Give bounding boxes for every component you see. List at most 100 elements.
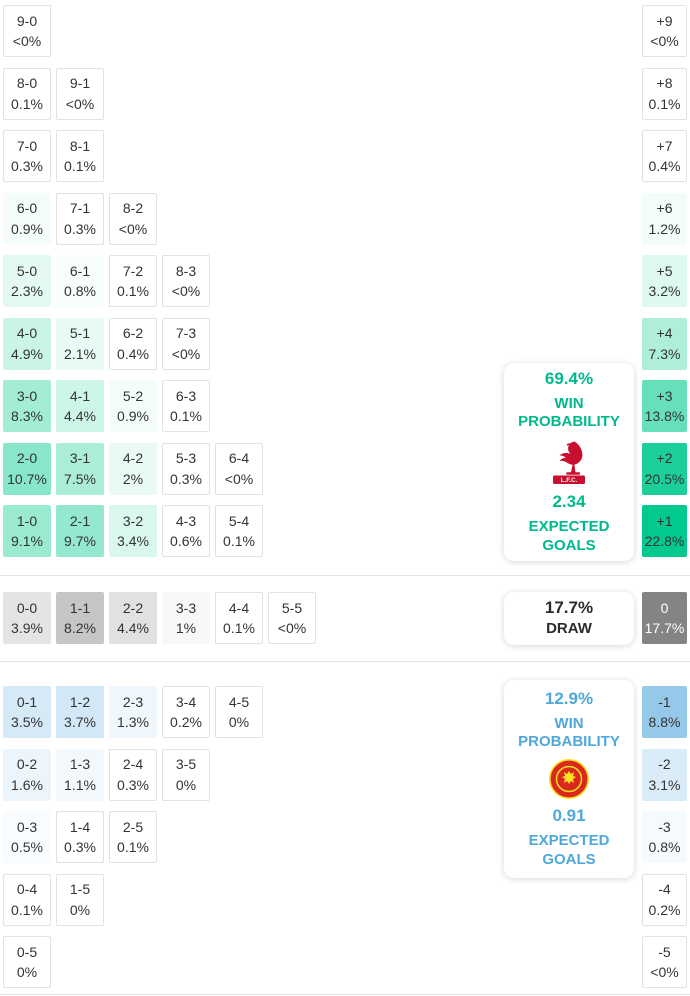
goal-diff-label: -2 bbox=[658, 756, 671, 773]
score-cell: 7-1 0.3% bbox=[56, 192, 104, 245]
score-label: 7-3 bbox=[175, 325, 197, 342]
score-label: 5-2 bbox=[122, 387, 144, 404]
probability-label: <0% bbox=[12, 33, 42, 49]
score-cell: 1-1 8.2% bbox=[56, 592, 104, 644]
score-cell: 4-1 4.4% bbox=[56, 380, 104, 432]
score-cell: 5-3 0.3% bbox=[162, 442, 210, 495]
probability-label: 0.1% bbox=[223, 533, 255, 549]
score-label: 4-1 bbox=[69, 387, 91, 404]
score-cell: 1-2 3.7% bbox=[56, 686, 104, 738]
probability-label: 0.1% bbox=[223, 620, 255, 636]
score-cell: 0-1 3.5% bbox=[3, 686, 51, 738]
probability-label: 4.9% bbox=[11, 345, 43, 362]
score-label: 5-1 bbox=[69, 325, 91, 342]
score-label: 1-2 bbox=[69, 693, 91, 710]
draw-summary-card: 17.7% DRAW bbox=[504, 592, 634, 645]
score-cell: 3-3 1% bbox=[162, 592, 210, 644]
probability-label: 8.8% bbox=[648, 714, 681, 730]
section-divider bbox=[0, 994, 690, 995]
score-label: 7-0 bbox=[16, 137, 38, 154]
score-cell: 8-2 <0% bbox=[109, 192, 157, 245]
probability-label: 0.6% bbox=[170, 533, 202, 549]
score-cell: 2-2 4.4% bbox=[109, 592, 157, 644]
score-label: 5-4 bbox=[228, 512, 250, 529]
score-label: 5-3 bbox=[175, 450, 197, 467]
goal-diff-label: +3 bbox=[656, 387, 673, 404]
score-cell: 3-2 3.4% bbox=[109, 505, 157, 557]
probability-label: 0.1% bbox=[64, 158, 96, 174]
probability-label: 3.2% bbox=[648, 283, 681, 299]
home-win-summary-card: 69.4% WIN PROBABILITY L.F.C. 2.34 EXPECT… bbox=[504, 363, 634, 561]
probability-label: <0% bbox=[65, 95, 95, 112]
goal-diff-label: 0 bbox=[660, 599, 669, 616]
score-label: 0-2 bbox=[16, 756, 38, 773]
score-cell: 3-1 7.5% bbox=[56, 442, 104, 495]
goal-diff-label: +9 bbox=[656, 12, 673, 29]
score-label: 7-1 bbox=[69, 200, 91, 217]
probability-label: <0% bbox=[171, 345, 201, 362]
goal-diff-label: +2 bbox=[656, 450, 673, 467]
probability-label: 2.1% bbox=[64, 345, 96, 362]
away-win-probability-value: 12.9% bbox=[544, 688, 594, 708]
score-label: 8-2 bbox=[122, 200, 144, 217]
goal-diff-cell: 0 17.7% bbox=[642, 592, 687, 644]
score-cell: 2-0 10.7% bbox=[3, 442, 51, 495]
probability-label: 1.1% bbox=[64, 776, 96, 793]
away-goal-diff-column: -1 8.8% -2 3.1% -3 0.8% -4 0.2% -5 <0% bbox=[642, 686, 687, 988]
score-label: 3-0 bbox=[16, 387, 38, 404]
probability-label: 7.3% bbox=[648, 345, 681, 362]
score-cell: 7-2 0.1% bbox=[109, 255, 157, 307]
probability-label: 9.7% bbox=[64, 533, 96, 549]
goal-diff-cell: +4 7.3% bbox=[642, 317, 687, 370]
crest-lfc-text: L.F.C. bbox=[561, 477, 578, 484]
score-cell: 9-0 <0% bbox=[3, 5, 51, 57]
score-cell: 5-2 0.9% bbox=[109, 380, 157, 432]
away-score-row: 0-3 0.5% 1-4 0.3% 2-5 0.1% bbox=[3, 811, 263, 863]
probability-label: <0% bbox=[118, 220, 148, 237]
goal-diff-label: +1 bbox=[656, 512, 673, 529]
probability-label: 0.9% bbox=[117, 408, 149, 424]
probability-label: 22.8% bbox=[644, 533, 685, 549]
probability-label: 0.9% bbox=[11, 220, 43, 237]
section-divider bbox=[0, 575, 690, 576]
score-label: 9-1 bbox=[69, 75, 91, 92]
score-label: 1-4 bbox=[69, 818, 91, 835]
score-cell: 2-4 0.3% bbox=[109, 748, 157, 801]
home-score-row: 8-0 0.1% 9-1 <0% bbox=[3, 67, 263, 120]
liverpool-crest-icon: L.F.C. bbox=[548, 438, 590, 486]
probability-label: 9.1% bbox=[11, 533, 43, 549]
goal-diff-label: +5 bbox=[656, 262, 673, 279]
score-cell: 1-4 0.3% bbox=[56, 811, 104, 863]
score-label: 5-0 bbox=[16, 262, 38, 279]
goal-diff-cell: +7 0.4% bbox=[642, 130, 687, 182]
home-score-row: 6-0 0.9% 7-1 0.3% 8-2 <0% bbox=[3, 192, 263, 245]
score-label: 4-0 bbox=[16, 325, 38, 342]
score-label: 6-4 bbox=[228, 450, 250, 467]
score-cell: 2-5 0.1% bbox=[109, 811, 157, 863]
score-label: 3-4 bbox=[175, 693, 197, 710]
away-score-row: 0-1 3.5% 1-2 3.7% 2-3 1.3% 3-4 0.2% 4-5 0% bbox=[3, 686, 263, 738]
goal-diff-cell: -2 3.1% bbox=[642, 748, 687, 801]
score-cell: 0-4 0.1% bbox=[3, 873, 51, 926]
goal-diff-cell: +8 0.1% bbox=[642, 67, 687, 120]
away-score-grid: 0-1 3.5% 1-2 3.7% 2-3 1.3% 3-4 0.2% 4-5 0% 0-2 1.6%… bbox=[3, 686, 263, 988]
probability-label: 0% bbox=[228, 714, 250, 730]
goal-diff-label: -4 bbox=[658, 881, 671, 898]
goal-diff-cell: -5 <0% bbox=[642, 936, 687, 988]
score-cell: 6-4 <0% bbox=[215, 442, 263, 495]
score-cell: 8-1 0.1% bbox=[56, 130, 104, 182]
probability-label: 1% bbox=[175, 620, 197, 636]
away-expected-goals-value: 0.91 bbox=[552, 806, 586, 825]
probability-label: 0.4% bbox=[117, 345, 149, 362]
draw-score-grid: 0-0 3.9% 1-1 8.2% 2-2 4.4% 3-3 1% 4-4 0.1% 5-5 <0% bbox=[3, 592, 316, 644]
probability-label: 0.1% bbox=[648, 95, 681, 112]
score-cell: 6-3 0.1% bbox=[162, 380, 210, 432]
score-cell: 1-0 9.1% bbox=[3, 505, 51, 557]
score-label: 0-5 bbox=[16, 943, 38, 960]
home-win-probability-label: WIN PROBABILITY bbox=[518, 394, 620, 431]
score-label: 6-1 bbox=[69, 262, 91, 279]
probability-label: 0% bbox=[16, 964, 38, 980]
score-cell: 8-3 <0% bbox=[162, 255, 210, 307]
goal-diff-label: +4 bbox=[656, 325, 673, 342]
home-score-grid: 9-0 <0% 8-0 0.1% 9-1 <0% 7-0 0.3% 8-1 0.1% 6-0 0.9%… bbox=[3, 5, 263, 557]
